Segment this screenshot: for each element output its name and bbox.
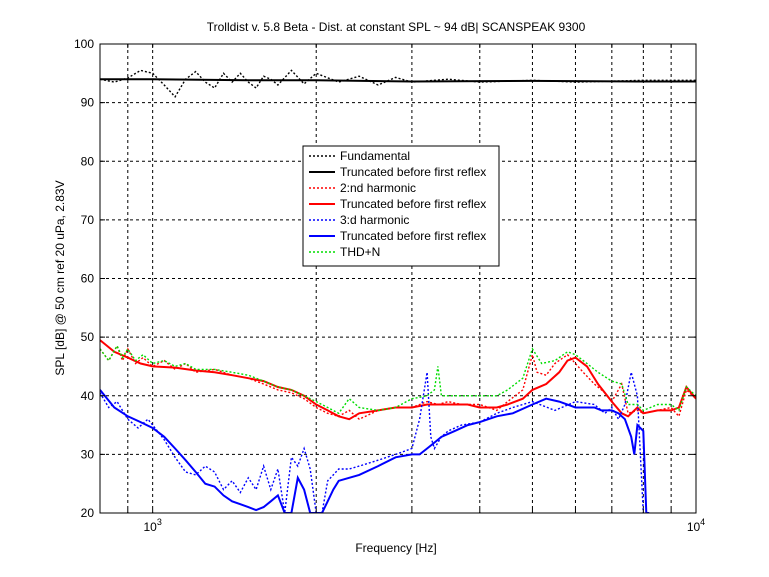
series-line-6 (100, 389, 650, 513)
legend-label: Truncated before first reflex (340, 229, 486, 243)
y-tick-label: 40 (81, 389, 95, 403)
legend-label: THD+N (340, 245, 380, 259)
series-line-7 (100, 344, 696, 415)
y-tick-label: 100 (74, 37, 94, 51)
chart-title: Trolldist v. 5.8 Beta - Dist. at constan… (207, 20, 586, 34)
y-tick-label: 60 (81, 272, 95, 286)
legend-label: Truncated before first reflex (340, 165, 486, 179)
series-line-1 (100, 69, 696, 98)
series-line-4 (100, 339, 696, 421)
legend-label: 2:nd harmonic (340, 181, 416, 195)
legend: Fundamental Truncated before first reflex… (302, 145, 500, 267)
series-line-5 (100, 372, 644, 513)
series-line-3 (100, 344, 696, 421)
y-tick-label: 80 (81, 154, 95, 168)
ticks: 20 30 40 50 60 70 80 90 100 103 104 (74, 37, 705, 534)
y-tick-label: 20 (81, 506, 95, 520)
y-tick-label: 50 (81, 330, 95, 344)
x-tick-label: 104 (687, 517, 705, 534)
x-tick-label: 103 (143, 517, 161, 534)
legend-label: 3:d harmonic (340, 213, 409, 227)
x-axis-label: Frequency [Hz] (355, 541, 436, 555)
series-line-2 (100, 78, 696, 83)
legend-label: Fundamental (340, 149, 410, 163)
legend-box (302, 145, 500, 267)
y-tick-label: 30 (81, 447, 95, 461)
plot-area (100, 44, 696, 513)
y-tick-label: 90 (81, 96, 95, 110)
y-axis-label: SPL [dB] @ 50 cm ref 20 uPa, 2.83V (53, 180, 67, 375)
series-layer (100, 69, 696, 513)
legend-label: Truncated before first reflex (340, 197, 486, 211)
y-tick-label: 70 (81, 213, 95, 227)
